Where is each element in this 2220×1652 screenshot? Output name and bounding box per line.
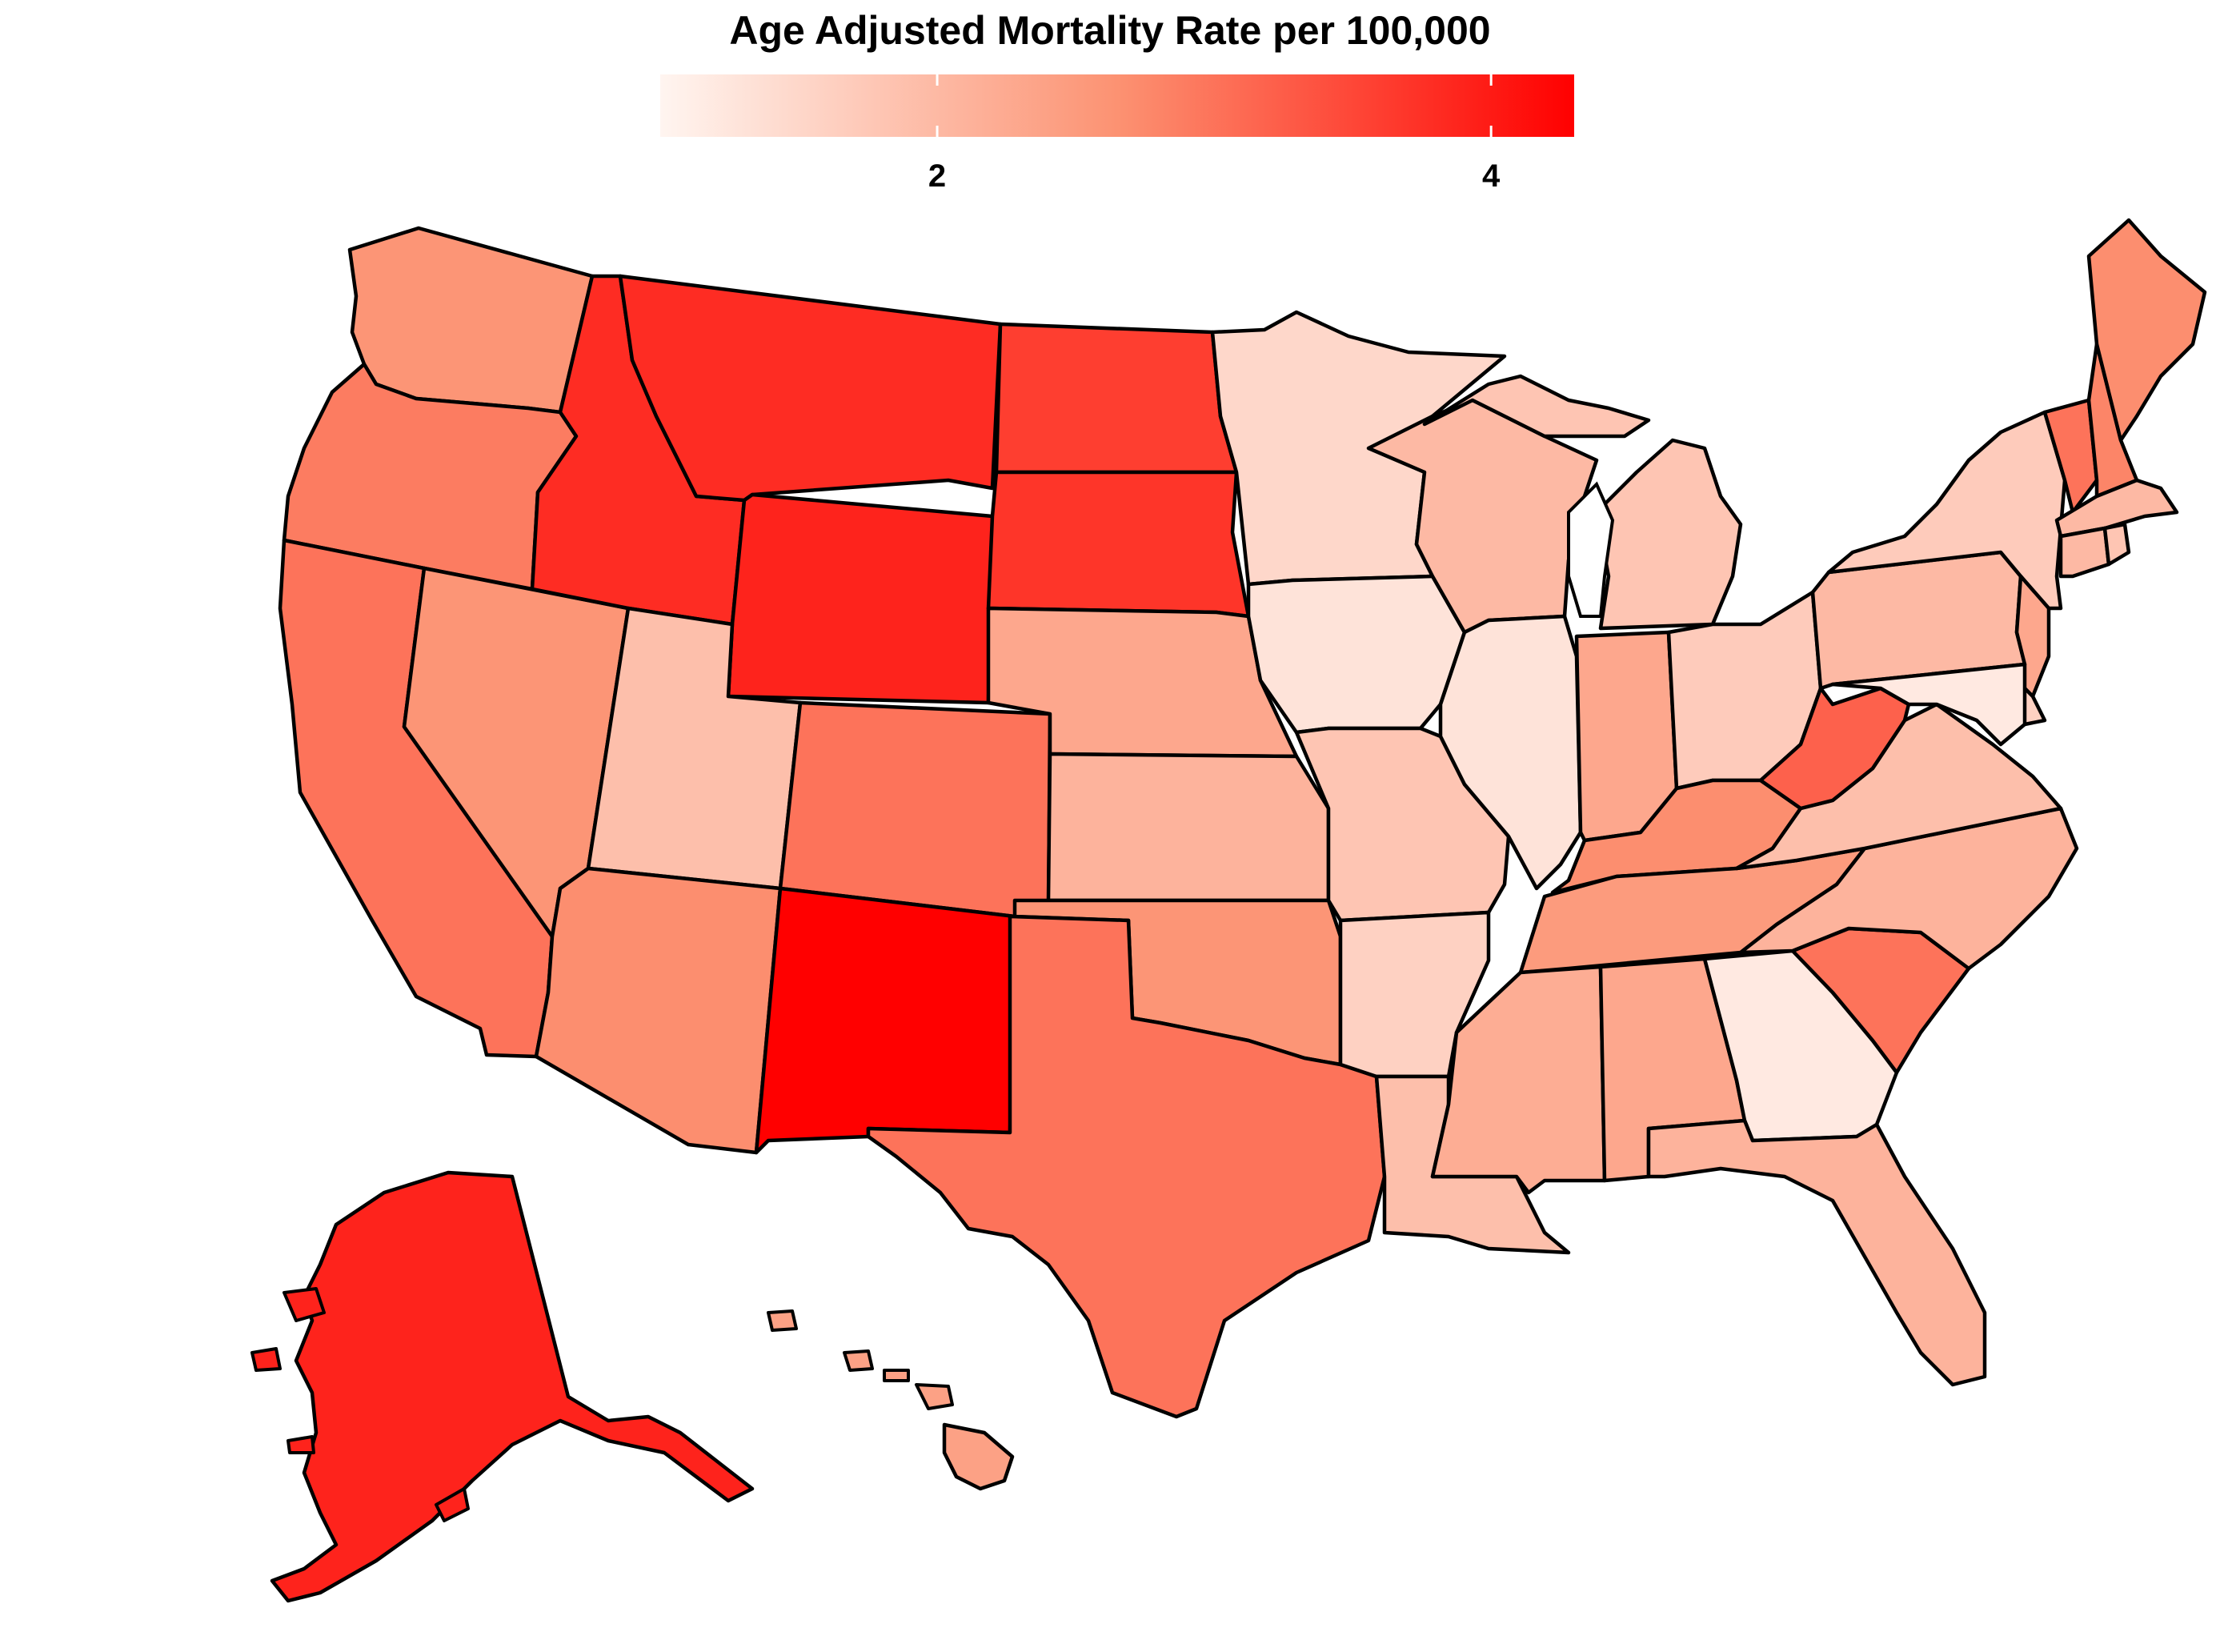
state-michigan [1594,438,1743,631]
legend-colorbar [660,74,1574,137]
lake-michigan [1567,481,1615,618]
great-lakes [1567,481,1615,618]
state-hawaii-oahu [843,1349,874,1372]
state-illinois [1438,614,1583,891]
state-michigan-up [1422,374,1651,439]
state-rhode-island [2102,522,2131,567]
state-texas [866,914,1387,1419]
state-maryland [1830,662,2027,747]
alaska-island-3 [287,1435,315,1454]
state-hawaii-kauai [767,1309,798,1332]
state-new-mexico [754,886,1017,1155]
alaska-island-4 [435,1487,470,1522]
legend: Age Adjusted Mortality Rate per 100,000 … [660,8,1574,194]
state-north-dakota [994,322,1239,475]
state-connecticut [2058,526,2111,579]
state-iowa [1246,574,1467,735]
state-kansas [1046,752,1331,903]
state-missouri [1294,726,1511,923]
state-shapes [250,218,2207,1603]
state-hawaii-big [942,1422,1015,1491]
state-florida [1646,1118,1987,1387]
state-maine [2086,218,2207,443]
state-colorado [778,700,1052,923]
alaska-island-1 [283,1287,326,1322]
state-hawaii-maui [915,1383,954,1410]
state-hawaii-molokai [883,1369,910,1382]
state-wyoming [726,492,995,705]
alaska-island-2 [250,1347,282,1372]
legend-tick-label-0: 2 [928,158,946,194]
state-alaska [270,1170,755,1603]
state-vermont [2042,398,2099,515]
state-south-dakota [986,470,1251,619]
legend-tick-label-1: 4 [1482,158,1501,194]
state-arizona [534,866,783,1155]
state-washington [347,226,595,415]
map-title: Age Adjusted Mortality Rate per 100,000 [729,8,1490,53]
